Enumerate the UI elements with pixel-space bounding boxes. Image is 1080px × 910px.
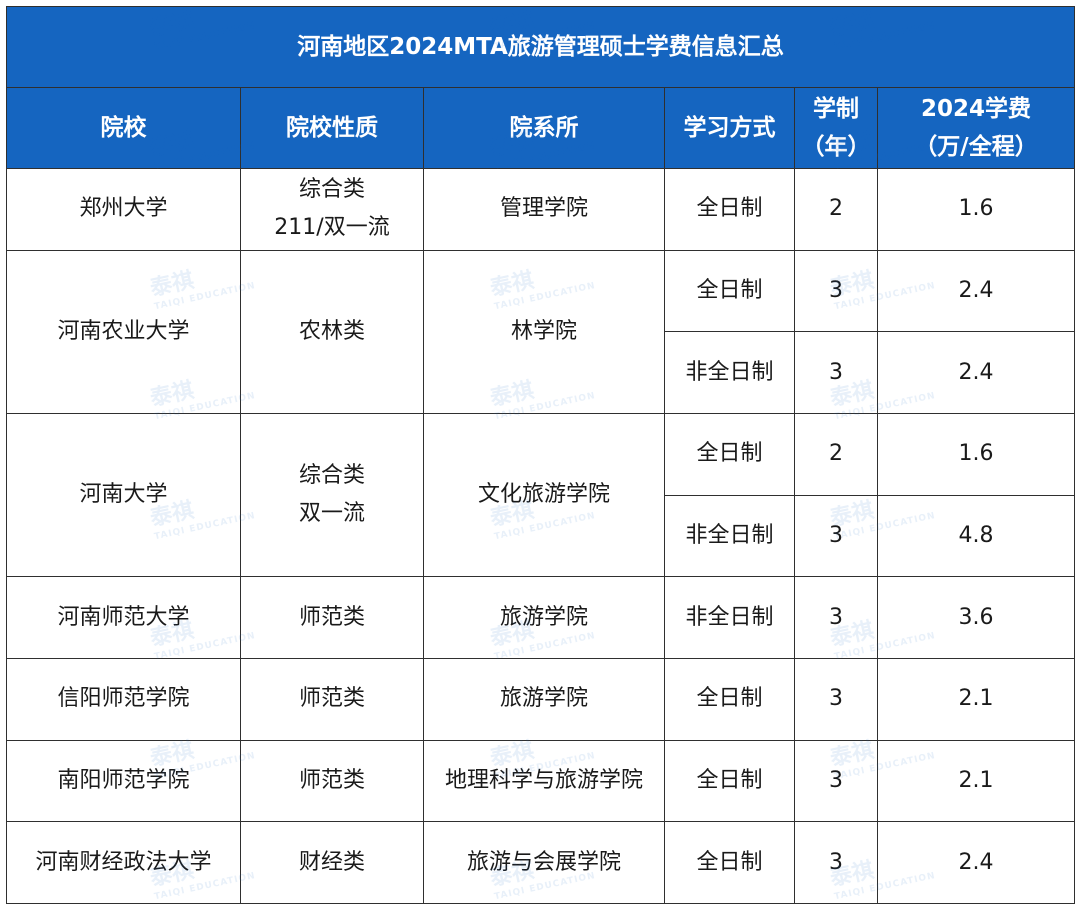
fee-cell: 1.6 xyxy=(876,412,1076,496)
nature-cell: 师范类 xyxy=(240,657,424,741)
mode-cell: 全日制 xyxy=(664,249,795,333)
school-cell: 南阳师范学院 xyxy=(6,739,241,823)
nature-cell: 师范类 xyxy=(240,739,424,823)
dept-cell: 旅游学院 xyxy=(423,657,665,741)
mode-cell: 全日制 xyxy=(664,821,795,904)
table-row: 河南农业大学 农林类 林学院 全日制 3 2.4 xyxy=(6,249,1076,414)
nature-cell: 师范类 xyxy=(240,576,424,659)
header-mode: 学习方式 xyxy=(664,87,795,169)
mode-cell: 非全日制 xyxy=(664,494,795,578)
fee-cell: 2.1 xyxy=(876,657,1076,741)
header-row: 院校 院校性质 院系所 学习方式 学制 （年） 2024学费 （万/全程） xyxy=(6,87,1076,169)
school-cell: 河南师范大学 xyxy=(6,576,241,659)
dept-cell: 管理学院 xyxy=(423,168,665,251)
mode-cell: 全日制 xyxy=(664,657,795,741)
years-cell: 2 xyxy=(794,412,878,496)
years-cell: 3 xyxy=(794,576,878,659)
header-nature: 院校性质 xyxy=(240,87,424,169)
fee-cell: 2.4 xyxy=(876,821,1076,904)
nature-cell: 综合类 双一流 xyxy=(240,412,424,578)
fee-cell: 4.8 xyxy=(876,494,1076,578)
years-cell: 3 xyxy=(794,821,878,904)
header-school: 院校 xyxy=(6,87,241,169)
mode-cell: 全日制 xyxy=(664,168,795,251)
nature-cell: 综合类 211/双一流 xyxy=(240,168,424,251)
table-row: 南阳师范学院 师范类 地理科学与旅游学院 全日制 3 2.1 xyxy=(6,739,1076,823)
table-row: 河南财经政法大学 财经类 旅游与会展学院 全日制 3 2.4 xyxy=(6,821,1076,904)
table-title: 河南地区2024MTA旅游管理硕士学费信息汇总 xyxy=(5,6,1076,88)
dept-cell: 文化旅游学院 xyxy=(423,412,665,578)
table-row: 郑州大学 综合类 211/双一流 管理学院 全日制 2 1.6 xyxy=(6,168,1076,251)
header-years-line2: （年） xyxy=(801,134,871,160)
nature-line2: 双一流 xyxy=(298,501,365,527)
years-cell: 3 xyxy=(794,494,878,578)
fee-table: 河南地区2024MTA旅游管理硕士学费信息汇总 院校 院校性质 院系所 学习方式… xyxy=(5,6,1076,904)
school-cell: 河南大学 xyxy=(6,412,241,578)
table-row: 非全日制 3 2.4 xyxy=(7,331,1076,414)
nature-line1: 综合类 xyxy=(298,177,365,203)
header-fee-line2: （万/全程） xyxy=(914,134,1038,160)
table-row: 河南大学 综合类 双一流 文化旅游学院 全日制 2 1.6 xyxy=(6,412,1076,578)
mode-cell: 非全日制 xyxy=(664,576,795,659)
years-cell: 3 xyxy=(794,331,878,414)
years-cell: 3 xyxy=(794,739,878,823)
years-cell: 3 xyxy=(794,657,878,741)
school-cell: 河南农业大学 xyxy=(6,249,241,414)
mode-cell: 全日制 xyxy=(664,739,795,823)
header-fee-line1: 2024学费 xyxy=(921,96,1032,122)
years-cell: 3 xyxy=(794,249,878,333)
nature-line2: 211/双一流 xyxy=(274,215,390,241)
dept-cell: 地理科学与旅游学院 xyxy=(423,739,665,823)
nature-cell: 农林类 xyxy=(240,249,424,414)
table-row: 信阳师范学院 师范类 旅游学院 全日制 3 2.1 xyxy=(6,657,1076,741)
mode-cell: 全日制 xyxy=(664,412,795,496)
fee-cell: 2.1 xyxy=(876,739,1076,823)
header-years-line1: 学制 xyxy=(813,96,859,122)
table-row: 河南师范大学 师范类 旅游学院 非全日制 3 3.6 xyxy=(6,576,1076,659)
dept-cell: 林学院 xyxy=(423,249,665,414)
school-cell: 河南财经政法大学 xyxy=(6,821,241,904)
header-dept: 院系所 xyxy=(423,87,665,169)
dept-cell: 旅游与会展学院 xyxy=(423,821,665,904)
nature-line1: 综合类 xyxy=(298,463,365,489)
school-cell: 信阳师范学院 xyxy=(6,657,241,741)
fee-cell: 2.4 xyxy=(876,249,1076,333)
header-fee: 2024学费 （万/全程） xyxy=(876,87,1076,169)
title-row: 河南地区2024MTA旅游管理硕士学费信息汇总 xyxy=(5,6,1076,88)
dept-cell: 旅游学院 xyxy=(423,576,665,659)
fee-cell: 1.6 xyxy=(876,168,1076,251)
mode-cell: 非全日制 xyxy=(664,331,795,414)
table-row: 非全日制 3 4.8 xyxy=(7,494,1076,578)
years-cell: 2 xyxy=(794,168,878,251)
fee-cell: 3.6 xyxy=(876,576,1076,659)
nature-cell: 财经类 xyxy=(240,821,424,904)
header-years: 学制 （年） xyxy=(794,87,878,169)
school-cell: 郑州大学 xyxy=(6,168,241,251)
fee-cell: 2.4 xyxy=(876,331,1076,414)
